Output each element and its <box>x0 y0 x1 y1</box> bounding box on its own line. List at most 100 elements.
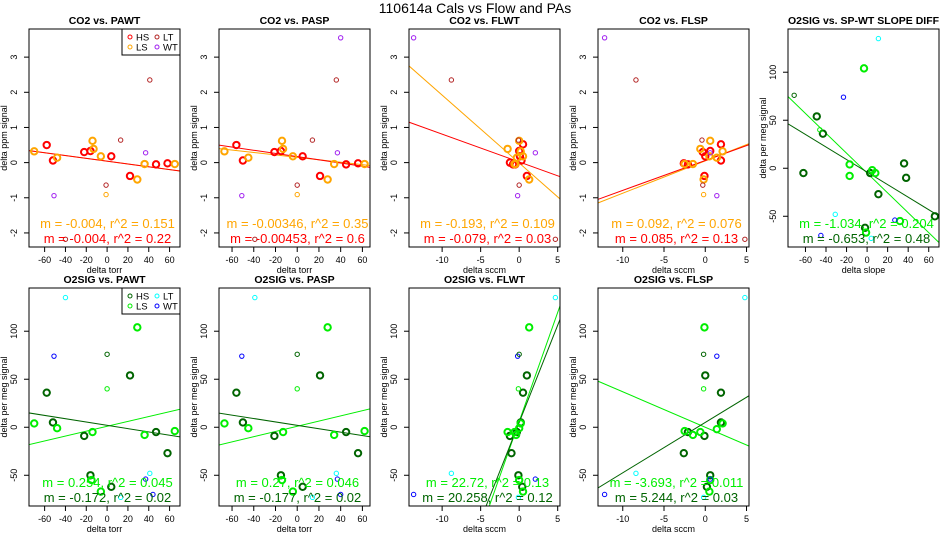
y-tick-label: 0 <box>768 166 778 171</box>
data-point-hs <box>514 471 523 480</box>
data-point-hs <box>341 427 351 437</box>
data-point-ls <box>705 487 714 496</box>
data-point-ls-small <box>700 386 707 392</box>
data-point-lt <box>252 236 258 242</box>
x-axis-label: delta torr <box>277 265 313 275</box>
data-point-hs <box>518 388 528 397</box>
y-tick-label: 0 <box>578 425 588 430</box>
data-points <box>410 294 559 501</box>
data-point-hs-small <box>516 351 522 357</box>
data-point-lt <box>699 137 705 143</box>
plot-frame <box>597 28 750 248</box>
data-point-lt <box>700 494 707 501</box>
y-tick-label: -1 <box>389 194 399 202</box>
y-tick-label: 0 <box>9 425 19 430</box>
data-point-lt <box>62 294 69 301</box>
data-point-ls-small <box>294 191 300 198</box>
data-point-hs <box>107 152 116 161</box>
x-tick-label: -40 <box>59 514 72 524</box>
fit-lines <box>29 408 180 446</box>
data-point-wt <box>142 150 149 156</box>
regression-line <box>598 143 749 204</box>
data-point-hs <box>270 431 279 441</box>
data-point-hs <box>163 448 172 458</box>
fit-lines <box>598 380 749 489</box>
data-point-hs <box>700 171 709 181</box>
data-point-ls <box>96 487 106 496</box>
legend: HS LT LS WT <box>121 28 181 56</box>
data-point-hs <box>812 112 821 121</box>
x-tick-label: 60 <box>924 255 934 265</box>
regression-line <box>598 395 749 489</box>
fit-lines <box>219 144 370 168</box>
y-axis-label: delta per meg signal <box>568 356 578 437</box>
x-tick-label: -5 <box>660 255 668 265</box>
data-point-lt <box>117 494 124 501</box>
data-point-lt <box>515 137 522 143</box>
data-point-lt <box>448 77 455 83</box>
data-point-lt <box>448 470 455 477</box>
panel-title: CO2 vs. PAWT <box>69 15 141 27</box>
y-tick-label: -1 <box>9 194 19 202</box>
x-tick-label: -60 <box>226 514 239 524</box>
data-point-lt <box>515 494 522 501</box>
data-point-hs <box>701 152 710 161</box>
x-tick-label: 20 <box>883 255 893 265</box>
regression-line <box>409 121 560 178</box>
data-point-lt <box>742 236 748 242</box>
data-point-hs-small <box>791 92 797 98</box>
x-tick-label: 0 <box>703 255 708 265</box>
data-point-ls <box>140 159 149 169</box>
data-point-hs <box>353 159 363 168</box>
data-point-ls-small <box>817 127 823 133</box>
x-tick-label: 60 <box>165 255 175 265</box>
data-point-lt <box>252 294 258 301</box>
panel-title: CO2 vs. PASP <box>260 15 330 27</box>
data-point-wt <box>714 192 720 199</box>
fit-annotation: m = -0.172, r^2 = 0.02 <box>44 490 172 505</box>
data-point-ls <box>360 426 369 436</box>
regression-line <box>598 144 749 200</box>
data-point-ls <box>524 175 534 184</box>
data-point-ls <box>700 323 709 332</box>
x-tick-label: -60 <box>38 514 51 524</box>
data-point-ls <box>220 419 229 428</box>
fit-lines <box>598 143 749 204</box>
x-tick-label: -60 <box>799 255 812 265</box>
data-points <box>30 77 179 242</box>
legend-label: WT <box>163 43 178 54</box>
plot-frame <box>597 287 750 507</box>
data-point-ls <box>712 424 722 434</box>
y-axis-label: delta ppm signal <box>568 105 578 171</box>
data-point-hs <box>42 140 51 150</box>
data-point-hs <box>799 168 808 178</box>
data-point-ls <box>278 144 288 154</box>
y-tick-label: 0 <box>389 425 399 430</box>
y-axis-label: delta per meg signal <box>379 356 389 437</box>
x-tick-label: 20 <box>123 255 133 265</box>
panel-title: O2SIG vs. PASP <box>254 274 334 286</box>
y-tick-label: 3 <box>199 55 209 60</box>
data-point-hs <box>107 482 116 491</box>
data-point-ls <box>52 153 62 162</box>
legend-label: LT <box>163 33 174 44</box>
data-point-ls <box>514 475 524 485</box>
plot-frame <box>218 28 371 248</box>
fit-annotation: m = -0.177, r^2 = 0.02 <box>234 490 362 505</box>
data-point-hs <box>353 448 363 458</box>
regression-line <box>29 408 180 446</box>
data-point-ls <box>323 175 332 184</box>
regression-line <box>598 380 749 447</box>
data-point-ls <box>288 152 298 161</box>
fit-annotation: m = -3.693, r^2 = 0.011 <box>610 475 744 490</box>
y-tick-label: 0 <box>578 160 588 165</box>
data-point-ls <box>516 147 525 156</box>
data-point-ls <box>278 427 288 437</box>
data-point-hs <box>86 471 95 480</box>
data-points <box>220 294 369 501</box>
data-point-lt <box>333 77 340 83</box>
x-axis-label: delta sccm <box>652 265 695 275</box>
data-point-ls <box>524 323 534 332</box>
